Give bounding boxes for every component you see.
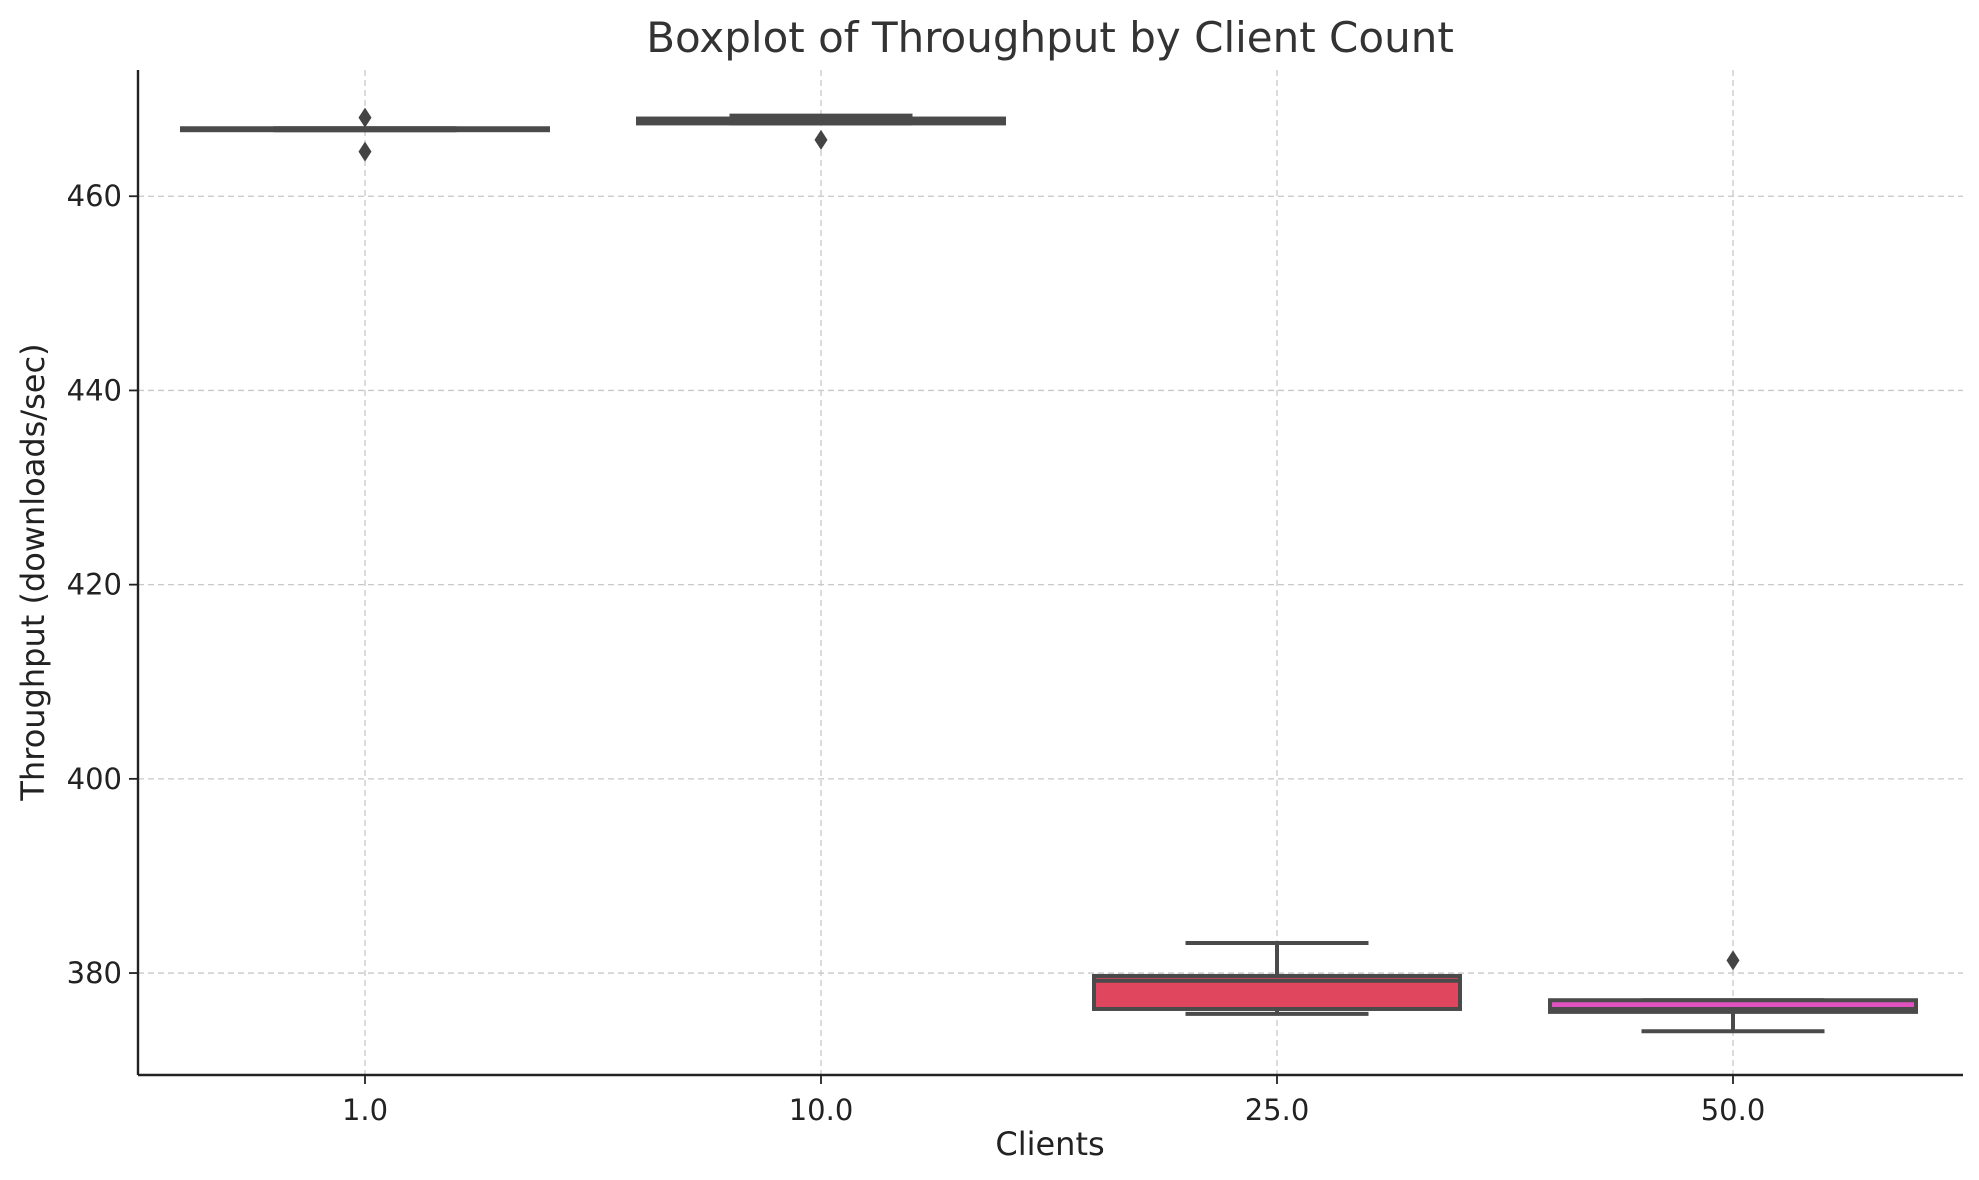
outlier-marker [1726, 950, 1740, 971]
y-tick-label: 400 [67, 762, 122, 796]
x-tick-label: 10.0 [789, 1093, 854, 1127]
outlier-marker [814, 129, 828, 150]
y-tick-label: 440 [67, 373, 122, 407]
x-tick-label: 25.0 [1245, 1093, 1310, 1127]
x-axis-label: Clients [995, 1125, 1104, 1163]
box-iqr [1548, 998, 1918, 1014]
outlier-marker [358, 107, 372, 128]
y-tick-label: 460 [67, 179, 122, 213]
box-group [180, 107, 1918, 1034]
x-tick-label: 1.0 [342, 1093, 388, 1127]
box-25.0 [1092, 940, 1462, 1016]
box-50.0 [1548, 950, 1918, 1034]
chart-title: Boxplot of Throughput by Client Count [646, 13, 1454, 62]
y-tick-label: 380 [67, 956, 122, 990]
box-1.0 [180, 107, 550, 162]
outlier-marker [358, 141, 372, 162]
ticks: 380 400 420 440 460 1.0 10.0 25.0 50.0 [67, 179, 1766, 1127]
grid-lines [138, 70, 1963, 1075]
x-tick-label: 50.0 [1701, 1093, 1766, 1127]
axes [136, 70, 1963, 1077]
y-axis-label: Throughput (downloads/sec) [14, 343, 52, 801]
y-tick-label: 420 [67, 568, 122, 602]
box-10.0 [636, 113, 1006, 150]
